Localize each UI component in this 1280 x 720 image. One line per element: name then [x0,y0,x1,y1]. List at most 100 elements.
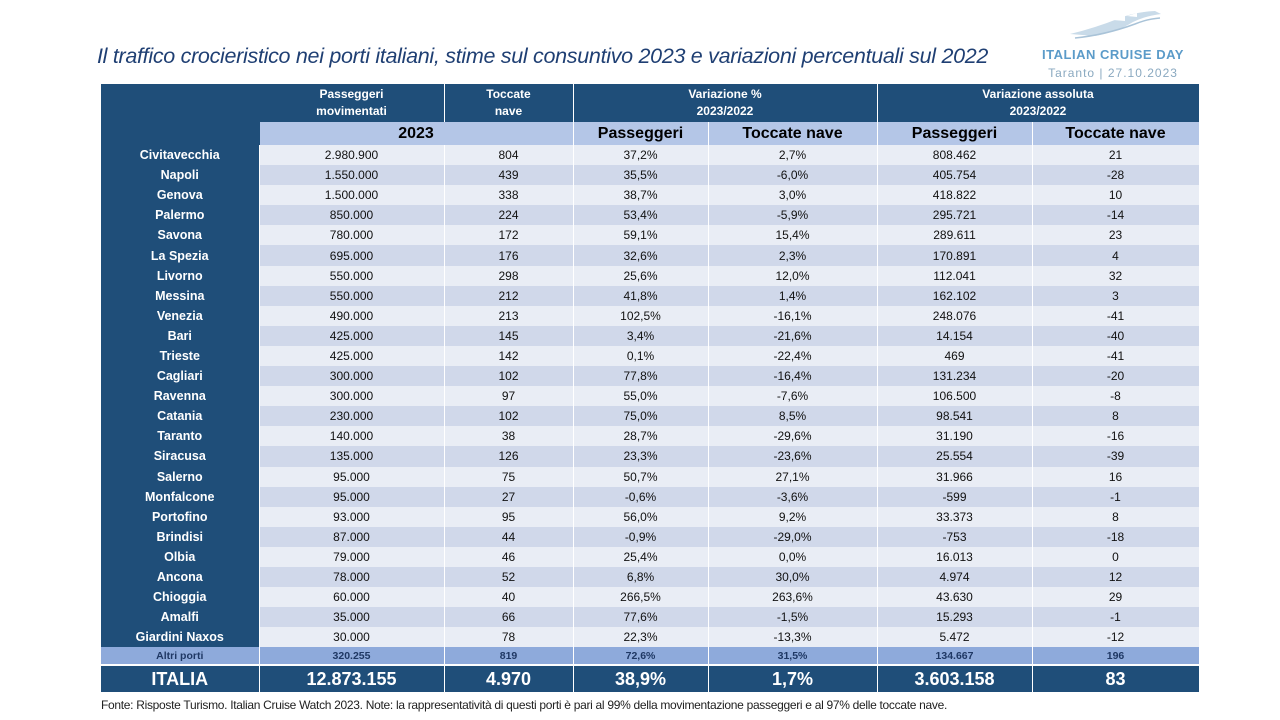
passeggeri-pct-value: 77,6% [573,607,709,628]
table-row: Giardini Naxos 30.000 78 22,3% -13,3% 5.472 -1… [101,627,1200,648]
passeggeri-value: 2.980.900 [259,145,445,166]
passeggeri-pct-value: 75,0% [573,406,709,427]
subheader-year: 2023 [259,122,574,145]
toccate-value: 46 [444,546,574,567]
table-row: Savona 780.000 172 59,1% 15,4% 289.611 23 [101,225,1200,246]
toccate-abs-value: -1 [1032,607,1200,628]
toccate-pct-value: 12,0% [708,265,878,286]
passeggeri-abs-value: 33.373 [877,506,1033,527]
passeggeri-value: 135.000 [259,446,445,467]
toccate-abs-value: -40 [1032,325,1200,346]
toccate-abs-value: -18 [1032,526,1200,547]
passeggeri-value: 140.000 [259,426,445,447]
passeggeri-total: 12.873.155 [259,664,445,693]
port-name: Trieste [101,345,260,367]
passeggeri-pct-value: 3,4% [573,325,709,346]
passeggeri-pct-value: 22,3% [573,627,709,648]
toccate-abs-value: -8 [1032,386,1200,407]
passeggeri-pct-value: 53,4% [573,205,709,226]
table-row: Monfalcone 95.000 27 -0,6% -3,6% -599 -1 [101,486,1200,507]
table-row: Taranto 140.000 38 28,7% -29,6% 31.190 -16 [101,426,1200,447]
port-name: La Spezia [101,245,260,266]
port-name: Altri porti [101,647,260,666]
passeggeri-abs-value: 15.293 [877,607,1033,628]
passeggeri-pct-value: 55,0% [573,386,709,407]
passeggeri-pct-value: 23,3% [573,446,709,467]
toccate-total: 4.970 [444,664,574,693]
header-toccate: Toccate nave [444,84,574,122]
passeggeri-abs-value: 31.966 [877,466,1033,487]
passeggeri-abs-value: 43.630 [877,587,1033,608]
toccate-abs-total: 83 [1032,664,1200,693]
table-row: Napoli 1.550.000 439 35,5% -6,0% 405.754 -28 [101,165,1200,186]
passeggeri-pct-value: -0,6% [573,486,709,507]
toccate-value: 819 [444,647,574,666]
table-row: Catania 230.000 102 75,0% 8,5% 98.541 8 [101,406,1200,427]
port-name: Salerno [101,466,260,487]
passeggeri-value: 1.550.000 [259,165,445,186]
port-name: Livorno [101,265,260,286]
passeggeri-value: 320.255 [259,647,445,666]
toccate-value: 97 [444,386,574,407]
subheader-row: 2023 Passeggeri Toccate nave Passeggeri … [101,122,1200,145]
passeggeri-value: 850.000 [259,205,445,226]
port-name: Ravenna [101,386,260,407]
toccate-abs-value: -28 [1032,165,1200,186]
toccate-pct-value: 8,5% [708,406,878,427]
header-variazione-pct: Variazione % 2023/2022 [573,84,878,122]
toccate-pct-value: 2,7% [708,145,878,166]
cruise-traffic-table: Passeggeri movimentati Toccate nave Vari… [101,84,1200,693]
port-name: Palermo [101,205,260,226]
toccate-value: 27 [444,486,574,507]
toccate-abs-value: 196 [1032,647,1200,666]
subheader-toccate-pct: Toccate nave [708,122,878,145]
port-name: Brindisi [101,526,260,547]
passeggeri-abs-total: 3.603.158 [877,664,1033,693]
passeggeri-value: 550.000 [259,285,445,306]
passeggeri-abs-value: 405.754 [877,165,1033,186]
passeggeri-abs-value: 295.721 [877,205,1033,226]
toccate-pct-value: 15,4% [708,225,878,246]
passeggeri-pct-value: 59,1% [573,225,709,246]
table-row: Civitavecchia 2.980.900 804 37,2% 2,7% 808.46… [101,145,1200,166]
passeggeri-pct-value: -0,9% [573,526,709,547]
subheader-toccate-abs: Toccate nave [1032,122,1200,145]
toccate-pct-value: -16,4% [708,366,878,387]
toccate-pct-value: -5,9% [708,205,878,226]
port-name: Chioggia [101,587,260,608]
toccate-value: 102 [444,406,574,427]
table-row: Venezia 490.000 213 102,5% -16,1% 248.076 -41 [101,305,1200,326]
table-row: Palermo 850.000 224 53,4% -5,9% 295.721 -14 [101,205,1200,226]
footnote: Fonte: Risposte Turismo. Italian Cruise … [101,698,948,712]
table-row: Bari 425.000 145 3,4% -21,6% 14.154 -40 [101,325,1200,346]
italia-total-row: ITALIA 12.873.155 4.970 38,9% 1,7% 3.603… [101,664,1200,693]
toccate-abs-value: 0 [1032,546,1200,567]
passeggeri-value: 695.000 [259,245,445,266]
toccate-abs-value: -41 [1032,345,1200,367]
table-row: Livorno 550.000 298 25,6% 12,0% 112.041 32 [101,265,1200,286]
table-row: Brindisi 87.000 44 -0,9% -29,0% -753 -18 [101,526,1200,547]
toccate-abs-value: 8 [1032,406,1200,427]
toccate-abs-value: 23 [1032,225,1200,246]
passeggeri-pct-value: 35,5% [573,165,709,186]
port-name: Giardini Naxos [101,627,260,648]
passeggeri-pct-value: 38,7% [573,185,709,206]
port-name: Savona [101,225,260,246]
italian-cruise-day-logo: ITALIAN CRUISE DAY Taranto | 27.10.2023 [1040,8,1210,88]
passeggeri-value: 425.000 [259,325,445,346]
toccate-value: 95 [444,506,574,527]
table-row: Portofino 93.000 95 56,0% 9,2% 33.373 8 [101,506,1200,527]
table-row: Trieste 425.000 142 0,1% -22,4% 469 -41 [101,345,1200,367]
passeggeri-pct-value: 25,6% [573,265,709,286]
passeggeri-abs-value: 418.822 [877,185,1033,206]
passeggeri-value: 95.000 [259,486,445,507]
port-name: Catania [101,406,260,427]
toccate-abs-value: 3 [1032,285,1200,306]
table-row: Siracusa 135.000 126 23,3% -23,6% 25.554 -39 [101,446,1200,467]
header-variazione-pct-label: Variazione % 2023/2022 [688,87,762,118]
toccate-value: 804 [444,145,574,166]
passeggeri-abs-value: 5.472 [877,627,1033,648]
toccate-abs-value: 32 [1032,265,1200,286]
passeggeri-pct-total: 38,9% [573,664,709,693]
passeggeri-abs-value: 106.500 [877,386,1033,407]
